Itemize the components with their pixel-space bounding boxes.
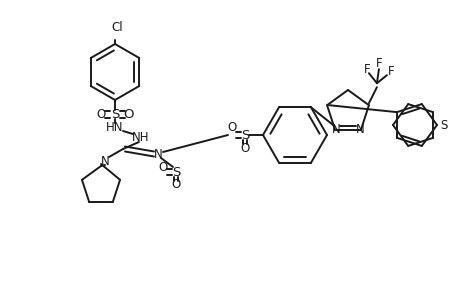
Text: N: N <box>355 123 364 136</box>
Text: S: S <box>439 118 447 131</box>
Text: O: O <box>171 178 180 191</box>
Text: N: N <box>331 123 340 136</box>
Text: Cl: Cl <box>111 21 123 34</box>
Text: O: O <box>96 107 106 121</box>
Text: O: O <box>123 107 134 121</box>
Text: N: N <box>153 148 162 160</box>
Text: S: S <box>241 128 249 142</box>
Text: N: N <box>101 154 109 167</box>
Text: HN: HN <box>106 121 123 134</box>
Text: S: S <box>111 107 119 121</box>
Text: NH: NH <box>132 130 150 143</box>
Text: O: O <box>227 121 236 134</box>
Text: O: O <box>240 142 249 154</box>
Text: O: O <box>158 160 167 173</box>
Text: F: F <box>375 57 381 70</box>
Text: S: S <box>172 166 180 178</box>
Text: F: F <box>363 63 369 76</box>
Text: F: F <box>387 65 393 78</box>
